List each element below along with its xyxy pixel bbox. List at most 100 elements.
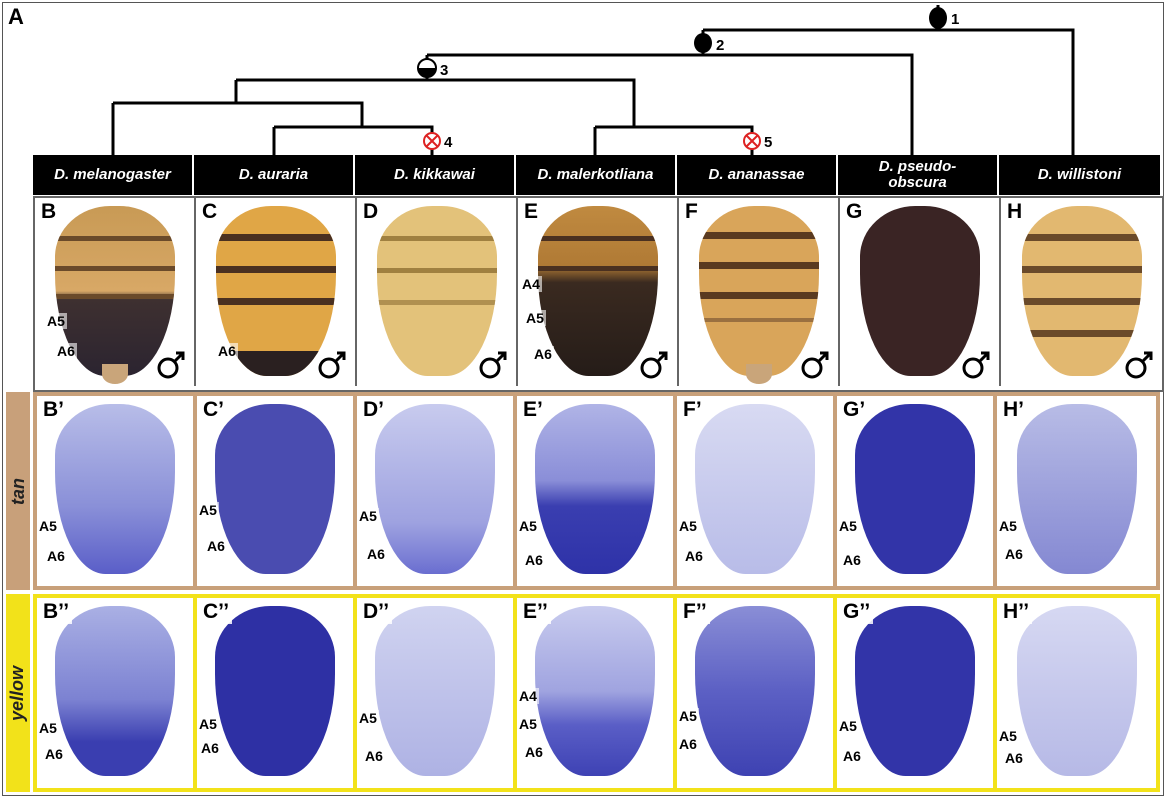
yellow-stain-malerkotliana: E’’ A4 A5 A6: [517, 598, 675, 788]
species-name: D. auraria: [194, 155, 355, 195]
segment-label-a6: A6: [1003, 546, 1025, 562]
panel-label: H’’: [1000, 600, 1033, 624]
segment-label-a6: A6: [365, 546, 387, 562]
segment-label-a5: A5: [37, 518, 59, 534]
node-label-3: 3: [440, 62, 448, 79]
panel-label: E: [521, 200, 542, 224]
male-symbol-icon: [1125, 351, 1153, 379]
tan-stain-auraria: C’ A5 A6: [197, 396, 355, 586]
panel-label: D: [360, 200, 382, 224]
segment-label-a6: A6: [205, 538, 227, 554]
node-marker-2: [694, 33, 712, 53]
panel-label: B: [38, 200, 60, 224]
species-name: D. ananassae: [677, 155, 838, 195]
segment-label-a5: A5: [37, 720, 59, 736]
panel-label: H’: [1000, 398, 1027, 422]
node-marker-1: [929, 5, 947, 31]
abdomen-photo-auraria: C A6: [196, 198, 357, 386]
yellow-stain-auraria: C’’ A5 A6: [197, 598, 355, 788]
segment-label-a6: A6: [677, 736, 699, 752]
tan-stain-willistoni: H’ A5 A6: [997, 396, 1156, 586]
segment-label-a5: A5: [197, 716, 219, 732]
panel-label: B’: [40, 398, 67, 422]
segment-label-a6: A6: [841, 748, 863, 764]
node-marker-3: [417, 58, 437, 78]
tree-branch-kikkawai: [274, 125, 434, 155]
segment-label-a6: A6: [523, 552, 545, 568]
segment-label-a6: A6: [45, 548, 67, 564]
panel-label: C’’: [200, 600, 233, 624]
panel-label: B’’: [40, 600, 73, 624]
tree-branch-pseudoobscura: [427, 53, 914, 155]
panel-label: C: [199, 200, 221, 224]
segment-label-a6: A6: [199, 740, 221, 756]
segment-label-a5: A5: [997, 728, 1019, 744]
segment-label-a5: A5: [677, 518, 699, 534]
panel-label: G’: [840, 398, 869, 422]
segment-label-a4: A4: [520, 276, 542, 292]
tree-branch-ananassae-group: [236, 78, 636, 103]
abdomen-photo-malerkotliana: E A4 A5 A6: [518, 198, 679, 386]
row-label-yellow: yellow: [6, 594, 30, 792]
tan-stain-pseudoobscura: G’ A5 A6: [837, 396, 995, 586]
node-label-4: 4: [444, 134, 453, 151]
male-symbol-icon: [640, 351, 668, 379]
node-marker-5: [743, 132, 761, 150]
node-marker-4: [423, 132, 441, 150]
species-name: D. pseudo-obscura: [838, 155, 999, 195]
panel-label: F’’: [680, 600, 710, 624]
yellow-stain-willistoni: H’’ A5 A6: [997, 598, 1156, 788]
abdomen-photo-willistoni: H: [1001, 198, 1162, 386]
abdomen-photo-ananassae: F: [679, 198, 840, 386]
segment-label-a5: A5: [677, 708, 699, 724]
segment-label-a5: A5: [357, 710, 379, 726]
species-name: D. willistoni: [1037, 166, 1122, 183]
segment-label-a5: A5: [517, 518, 539, 534]
segment-label-a6: A6: [523, 744, 545, 760]
panel-label: H: [1004, 200, 1026, 224]
yellow-stain-pseudoobscura: G’’ A5 A6: [837, 598, 995, 788]
male-symbol-icon: [157, 351, 185, 379]
panel-label: D’: [360, 398, 387, 422]
yellow-stain-melanogaster: B’’ A5 A6: [37, 598, 195, 788]
species-name-bar: D. melanogaster D. auraria D. kikkawai D…: [33, 155, 1160, 195]
segment-label-a6: A6: [532, 346, 554, 362]
male-symbol-icon: [479, 351, 507, 379]
abdomen-photo-pseudoobscura: G: [840, 198, 1001, 386]
yellow-expression-row: B’’ A5 A6 C’’ A5 A6 D’’ A5 A6 E’’ A4 A5 …: [33, 594, 1160, 792]
tan-stain-malerkotliana: E’ A5 A6: [517, 396, 675, 586]
species-name: D. melanogaster: [33, 155, 194, 195]
species-name: D. kikkawai: [355, 155, 516, 195]
tree-branch-ananassae: [595, 125, 754, 155]
panel-label: E’: [520, 398, 546, 422]
panel-label: C’: [200, 398, 227, 422]
segment-label-a6: A6: [363, 748, 385, 764]
node-label-5: 5: [764, 134, 772, 151]
segment-label-a6: A6: [1003, 750, 1025, 766]
tan-expression-row: B’ A5 A6 C’ A5 A6 D’ A5 A6 E’ A5 A6 F’ A…: [33, 392, 1160, 590]
segment-label-a5: A5: [837, 518, 859, 534]
segment-label-a6: A6: [683, 548, 705, 564]
segment-label-a4: A4: [517, 688, 539, 704]
segment-label-a5: A5: [997, 518, 1019, 534]
male-symbol-icon: [801, 351, 829, 379]
segment-label-a5: A5: [45, 313, 67, 329]
segment-label-a6: A6: [216, 343, 238, 359]
node-label-1: 1: [951, 11, 959, 28]
species-name: D. malerkotliana: [516, 155, 677, 195]
adult-abdomen-row: B A5 A6 C A6 D E A4 A5 A6: [33, 196, 1164, 392]
panel-label: G’’: [840, 600, 874, 624]
tan-stain-kikkawai: D’ A5 A6: [357, 396, 515, 586]
yellow-stain-kikkawai: D’’ A5 A6: [357, 598, 515, 788]
segment-label-a5: A5: [837, 718, 859, 734]
abdomen-photo-kikkawai: D: [357, 198, 518, 386]
panel-label-a: A: [8, 4, 24, 29]
segment-label-a6: A6: [55, 343, 77, 359]
tan-stain-ananassae: F’ A5 A6: [677, 396, 835, 586]
panel-label: F’: [680, 398, 705, 422]
panel-label: G: [843, 200, 866, 224]
segment-label-a5: A5: [524, 310, 546, 326]
row-label-tan: tan: [6, 392, 30, 590]
tan-stain-melanogaster: B’ A5 A6: [37, 396, 195, 586]
